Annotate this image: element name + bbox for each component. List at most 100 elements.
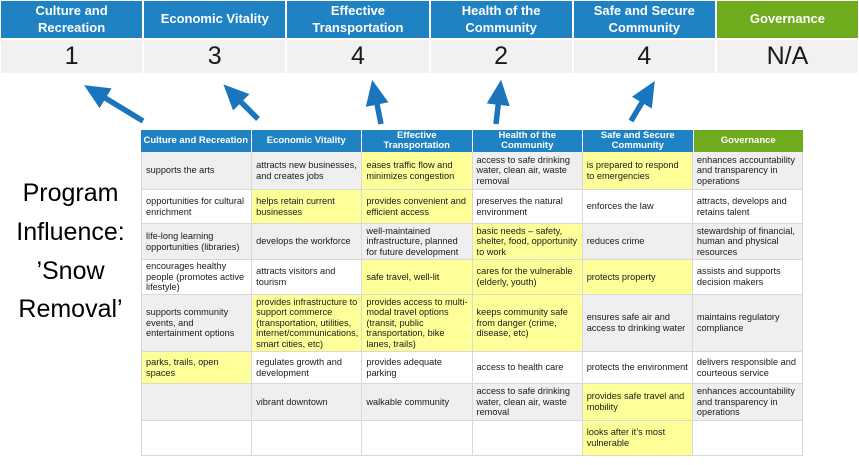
matrix-cell-text: helps retain current businesses bbox=[256, 195, 335, 217]
matrix-cell: supports community events, and entertain… bbox=[142, 295, 253, 352]
matrix-cell-text: supports community events, and entertain… bbox=[146, 307, 235, 339]
scoreboard-header-culture: Culture and Recreation bbox=[1, 1, 143, 38]
score-culture: 1 bbox=[1, 40, 143, 73]
matrix-cell-text: provides safe travel and mobility bbox=[586, 391, 685, 412]
matrix-header-transportation: Effective Transportation bbox=[362, 130, 473, 152]
score-economic: 3 bbox=[144, 40, 286, 73]
program-title-line: Removal’ bbox=[18, 295, 123, 324]
matrix-header-economic: Economic Vitality bbox=[251, 130, 362, 152]
matrix-cell: provides convenient and efficient access bbox=[362, 190, 473, 224]
matrix-cell-text: regulates growth and development bbox=[256, 356, 342, 378]
matrix-cell: maintains regulatory compliance bbox=[692, 295, 804, 352]
matrix-cell: provides adequate parking bbox=[362, 352, 473, 384]
scoreboard-header-health: Health of the Community bbox=[430, 1, 572, 38]
arrow-icon-culture bbox=[84, 85, 145, 124]
matrix-cell bbox=[362, 421, 473, 456]
matrix-cell-text: protects the environment bbox=[586, 362, 688, 373]
matrix-cell: access to safe drinking water, clean air… bbox=[472, 152, 583, 190]
matrix-cell: access to health care bbox=[472, 352, 583, 384]
score-safe: 4 bbox=[573, 40, 715, 73]
matrix-cell: basic needs – safety, shelter, food, opp… bbox=[472, 224, 583, 260]
matrix-cell-text: safe travel, well-lit bbox=[366, 271, 440, 282]
matrix-cell: is prepared to respond to emergencies bbox=[582, 152, 693, 190]
matrix-cell-text: provides adequate parking bbox=[366, 356, 442, 378]
matrix-cell-text: maintains regulatory compliance bbox=[696, 312, 780, 333]
matrix-cell: attracts visitors and tourism bbox=[252, 260, 363, 295]
matrix-cell: regulates growth and development bbox=[252, 352, 363, 384]
arrow-icon-safe bbox=[628, 80, 655, 123]
matrix-row: encourages healthy people (promotes acti… bbox=[142, 260, 804, 295]
matrix-cell-text: access to safe drinking water, clean air… bbox=[476, 386, 570, 418]
matrix-cell: attracts new businesses, and creates job… bbox=[252, 152, 363, 190]
matrix-cell-text: supports the arts bbox=[146, 165, 215, 176]
matrix-cell-text: well-maintained infrastructure, planned … bbox=[366, 225, 459, 257]
matrix-cell: protects property bbox=[582, 260, 693, 295]
matrix-row: vibrant downtown walkable community access… bbox=[142, 384, 804, 421]
matrix-cell: vibrant downtown bbox=[252, 384, 363, 421]
matrix-cell: provides safe travel and mobility bbox=[582, 384, 693, 421]
matrix-cell: develops the workforce bbox=[252, 224, 363, 260]
matrix-cell-text: walkable community bbox=[366, 396, 450, 407]
arrow-icon-health bbox=[486, 79, 510, 125]
matrix-header-health: Health of the Community bbox=[472, 130, 583, 152]
arrow-icon-economic bbox=[223, 84, 260, 121]
matrix-cell: walkable community bbox=[362, 384, 473, 421]
matrix-cell-text: opportunities for cultural enrichment bbox=[146, 195, 245, 217]
matrix-cell-text: keeps community safe from danger (crime,… bbox=[476, 307, 568, 339]
matrix-cell: assists and supports decision makers bbox=[692, 260, 804, 295]
matrix-cell: parks, trails, open spaces bbox=[142, 352, 253, 384]
matrix-row: life-long learning opportunities (librar… bbox=[142, 224, 804, 260]
matrix-cell: opportunities for cultural enrichment bbox=[142, 190, 253, 224]
matrix-cell-text: provides convenient and efficient access bbox=[366, 195, 466, 217]
matrix-cell-text: enhances accountability and transparency… bbox=[696, 154, 795, 186]
matrix-cell: cares for the vulnerable (elderly, youth… bbox=[472, 260, 583, 295]
matrix-cell-text: access to safe drinking water, clean air… bbox=[476, 154, 570, 186]
matrix-cell: encourages healthy people (promotes acti… bbox=[142, 260, 253, 295]
matrix-cell bbox=[252, 421, 363, 456]
matrix-cell-text: reduces crime bbox=[586, 236, 645, 247]
matrix-cell-text: attracts visitors and tourism bbox=[256, 266, 336, 287]
matrix-cell-text: attracts, develops and retains talent bbox=[696, 195, 787, 217]
program-title-line: Program bbox=[22, 179, 119, 207]
matrix-cell: helps retain current businesses bbox=[252, 190, 363, 224]
matrix-cell-text: access to health care bbox=[476, 362, 564, 373]
score-health: 2 bbox=[430, 40, 572, 73]
matrix-cell-text: attracts new businesses, and creates job… bbox=[256, 159, 357, 181]
matrix-cell: enforces the law bbox=[582, 190, 693, 224]
matrix-cell-text: enforces the law bbox=[586, 201, 654, 212]
matrix-header-row: Culture and Recreation Economic Vitality… bbox=[141, 130, 803, 152]
matrix-cell: looks after it’s most vulnerable bbox=[582, 421, 693, 456]
scoreboard-score-row: 1 3 4 2 4 N/A bbox=[1, 40, 859, 73]
matrix-cell: keeps community safe from danger (crime,… bbox=[472, 295, 583, 352]
matrix-cell-text: preserves the natural environment bbox=[476, 195, 563, 217]
matrix-cell-text: provides infrastructure to support comme… bbox=[256, 296, 359, 349]
scoreboard-header-row: Culture and Recreation Economic Vitality… bbox=[1, 1, 859, 38]
matrix-cell-text: parks, trails, open spaces bbox=[146, 356, 219, 378]
matrix-cell-text: looks after it’s most vulnerable bbox=[586, 427, 666, 448]
matrix-cell bbox=[142, 384, 253, 421]
matrix-cell-text: develops the workforce bbox=[256, 236, 351, 247]
matrix-cell: supports the arts bbox=[142, 152, 253, 190]
matrix-cell: provides infrastructure to support comme… bbox=[252, 295, 363, 352]
scoreboard-header-governance: Governance bbox=[716, 1, 859, 38]
matrix-cell: protects the environment bbox=[582, 352, 693, 384]
matrix-cell-text: cares for the vulnerable (elderly, youth… bbox=[476, 266, 573, 287]
program-title-line: Influence: bbox=[16, 217, 125, 246]
matrix-cell: stewardship of financial, human and phys… bbox=[692, 224, 804, 260]
influence-matrix: Culture and Recreation Economic Vitality… bbox=[141, 130, 804, 456]
matrix-cell-text: eases traffic flow and minimizes congest… bbox=[366, 159, 455, 181]
matrix-cell: ensures safe air and access to drinking … bbox=[582, 295, 693, 352]
score-governance: N/A bbox=[716, 40, 859, 73]
matrix-cell: provides access to multi-modal travel op… bbox=[362, 295, 473, 352]
matrix-row: looks after it’s most vulnerable bbox=[142, 421, 804, 456]
matrix-cell: enhances accountability and transparency… bbox=[692, 384, 804, 421]
matrix-cell-text: protects property bbox=[586, 271, 656, 282]
matrix-row: supports community events, and entertain… bbox=[142, 295, 804, 352]
score-transportation: 4 bbox=[287, 40, 429, 73]
matrix-cell-text: provides access to multi-modal travel op… bbox=[366, 296, 468, 349]
influence-arrows bbox=[84, 79, 655, 125]
scoreboard-header-safe: Safe and Secure Community bbox=[573, 1, 715, 38]
matrix-cell-text: is prepared to respond to emergencies bbox=[586, 159, 679, 181]
matrix-row: parks, trails, open spaces regulates grow… bbox=[142, 352, 804, 384]
